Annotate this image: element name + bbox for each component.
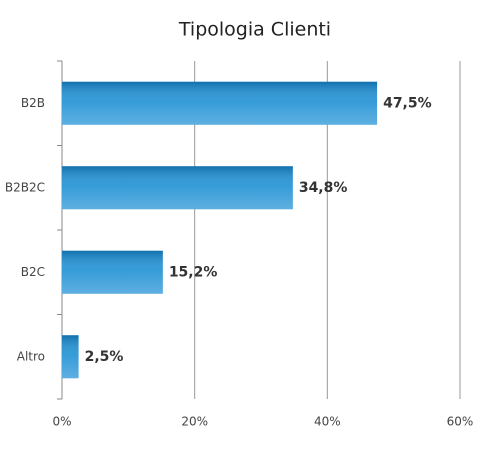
- y-tick-label: B2B2C: [5, 180, 45, 194]
- bar-shine: [62, 335, 79, 379]
- chart-title: Tipologia Clienti: [178, 19, 331, 41]
- bar-shine: [62, 166, 293, 210]
- x-tick-label: 40%: [314, 415, 341, 429]
- x-tick-label: 60%: [447, 415, 474, 429]
- y-tick-label: B2C: [21, 265, 45, 279]
- y-tick-label: B2B: [21, 96, 45, 110]
- x-tick-label: 20%: [181, 415, 208, 429]
- x-tick-label: 0%: [52, 415, 71, 429]
- value-label: 2,5%: [85, 349, 124, 365]
- value-label: 47,5%: [383, 95, 432, 111]
- bar-shine: [62, 250, 163, 294]
- value-label: 34,8%: [299, 180, 348, 196]
- value-label: 15,2%: [169, 264, 218, 280]
- y-tick-label: Altro: [17, 349, 45, 363]
- bar-shine: [62, 81, 378, 125]
